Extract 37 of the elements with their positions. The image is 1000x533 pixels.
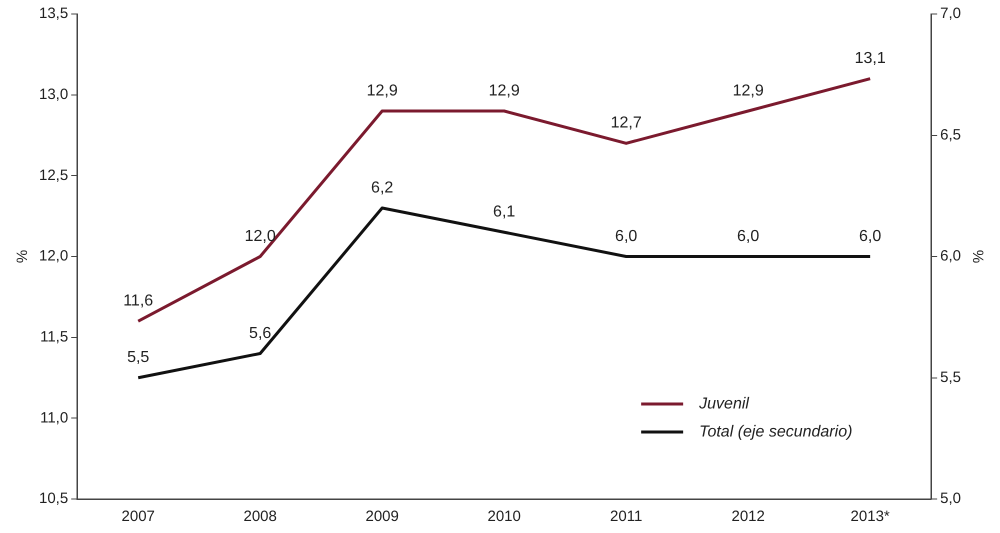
- y-tick-label: 13,5: [38, 5, 68, 22]
- x-tick-label: 2013*: [850, 508, 890, 526]
- y-tick-label: 12,0: [38, 248, 68, 265]
- y-tick-label: 12,5: [38, 166, 68, 184]
- data-label: 12,7: [610, 114, 642, 132]
- x-tick-label: 2009: [365, 508, 399, 526]
- x-tick-label: 2008: [243, 508, 277, 526]
- legend-label: Juvenil: [698, 395, 750, 412]
- data-label: 12,9: [732, 82, 764, 100]
- y-axis-title: %: [14, 250, 32, 264]
- data-label: 6,0: [737, 228, 760, 245]
- data-label: 11,6: [123, 292, 154, 310]
- legend-label: Total (eje secundario): [699, 423, 852, 440]
- data-label: 6,1: [493, 204, 516, 221]
- x-tick-label: 2007: [122, 508, 155, 526]
- y-tick-label: 10,5: [38, 490, 68, 508]
- y-tick-label: 13,0: [38, 86, 68, 103]
- data-label: 5,6: [249, 324, 272, 342]
- data-label: 6,0: [615, 228, 638, 245]
- x-tick-label: 2012: [731, 508, 765, 526]
- y2-tick-label: 7,0: [940, 5, 962, 22]
- x-tick-label: 2011: [610, 508, 642, 526]
- y2-tick-label: 6,0: [940, 248, 962, 265]
- data-label: 6,2: [371, 179, 394, 196]
- y-tick-label: 11,5: [40, 328, 68, 346]
- y2-axis-title: %: [968, 250, 986, 264]
- y2-tick-label: 5,0: [940, 490, 962, 508]
- data-label: 12,9: [488, 82, 520, 100]
- data-label: 6,0: [859, 228, 882, 245]
- x-tick-label: 2010: [487, 508, 521, 526]
- data-label: 12,0: [244, 228, 276, 245]
- data-label: 12,9: [366, 82, 398, 100]
- data-label: 5,5: [127, 349, 150, 366]
- data-label: 13,1: [854, 50, 886, 68]
- y-tick-label: 11,0: [40, 409, 68, 426]
- y2-tick-label: 5,5: [940, 368, 962, 386]
- y2-tick-label: 6,5: [940, 126, 962, 144]
